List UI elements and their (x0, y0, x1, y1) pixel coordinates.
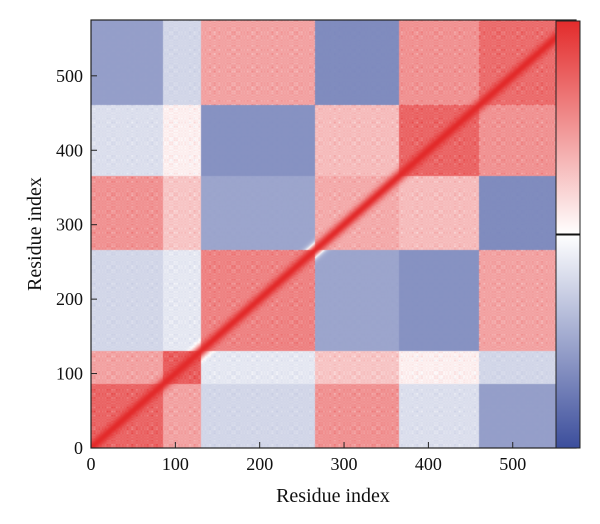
y-tick-label: 100 (56, 364, 83, 384)
x-axis-ticks: 0 100 200 300 400 500 (87, 442, 526, 474)
x-tick-label: 200 (246, 454, 273, 474)
x-tick-label: 100 (162, 454, 189, 474)
y-tick-label: 300 (56, 215, 83, 235)
correlation-heatmap (91, 20, 576, 448)
colorbar (555, 20, 581, 449)
y-tick-label: 200 (56, 289, 83, 309)
heatmap-plot-area (90, 19, 577, 449)
y-tick-label: 500 (56, 66, 83, 86)
y-tick-label: 0 (74, 438, 83, 458)
x-axis-label: Residue index (276, 485, 390, 507)
x-tick-label: 400 (415, 454, 442, 474)
x-tick-label: 300 (331, 454, 358, 474)
y-axis-label: Residue index (24, 177, 46, 291)
y-tick-label: 400 (56, 140, 83, 160)
x-tick-label: 0 (87, 454, 96, 474)
y-axis-ticks: 0 100 200 300 400 500 (56, 66, 97, 458)
x-tick-label: 500 (499, 454, 526, 474)
